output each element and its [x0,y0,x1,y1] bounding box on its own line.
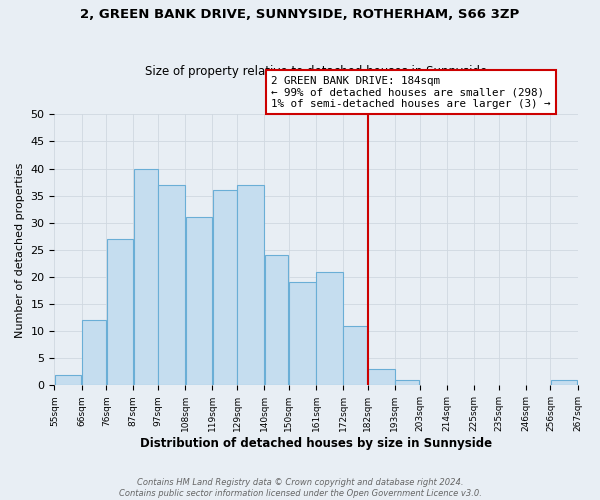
Bar [289,282,316,386]
Bar [185,218,212,386]
Text: 2, GREEN BANK DRIVE, SUNNYSIDE, ROTHERHAM, S66 3ZP: 2, GREEN BANK DRIVE, SUNNYSIDE, ROTHERHA… [80,8,520,20]
Bar [212,190,236,386]
Bar [158,185,185,386]
Bar [107,239,133,386]
Bar [343,326,367,386]
Bar [82,320,106,386]
Bar [395,380,419,386]
Bar [238,185,264,386]
X-axis label: Distribution of detached houses by size in Sunnyside: Distribution of detached houses by size … [140,437,492,450]
Bar [265,256,289,386]
Bar [368,369,395,386]
Bar [134,168,158,386]
Text: Contains HM Land Registry data © Crown copyright and database right 2024.
Contai: Contains HM Land Registry data © Crown c… [119,478,481,498]
Bar [55,374,81,386]
Text: 2 GREEN BANK DRIVE: 184sqm
← 99% of detached houses are smaller (298)
1% of semi: 2 GREEN BANK DRIVE: 184sqm ← 99% of deta… [271,76,551,109]
Y-axis label: Number of detached properties: Number of detached properties [15,162,25,338]
Bar [551,380,577,386]
Title: Size of property relative to detached houses in Sunnyside: Size of property relative to detached ho… [145,66,487,78]
Bar [316,272,343,386]
